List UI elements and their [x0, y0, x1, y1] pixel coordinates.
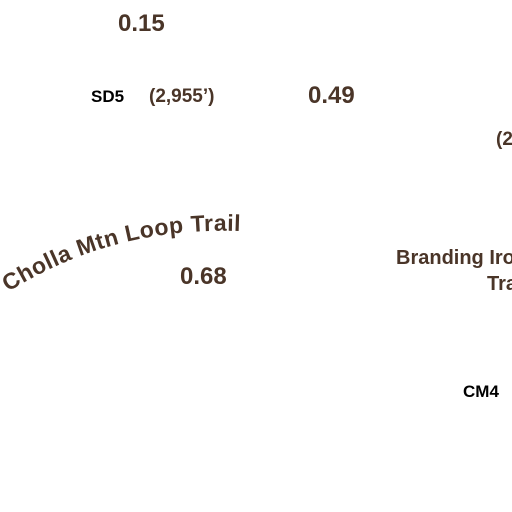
elevation-label-sd5: (2,955’) — [149, 86, 215, 107]
waypoint-marker-sd5: SD5 — [91, 87, 125, 106]
waypoint-marker-cm4: CM4 — [463, 382, 499, 401]
segment-distance-top: 0.15 — [118, 10, 165, 37]
trail-name-branding-iron-line1: Branding Iro — [396, 247, 512, 269]
trail-name-branding-iron-line2: Tra — [487, 273, 512, 295]
elevation-label-right: (2 — [496, 129, 512, 150]
segment-distance-lower: 0.68 — [180, 263, 227, 290]
segment-distance-mid: 0.49 — [308, 82, 355, 109]
